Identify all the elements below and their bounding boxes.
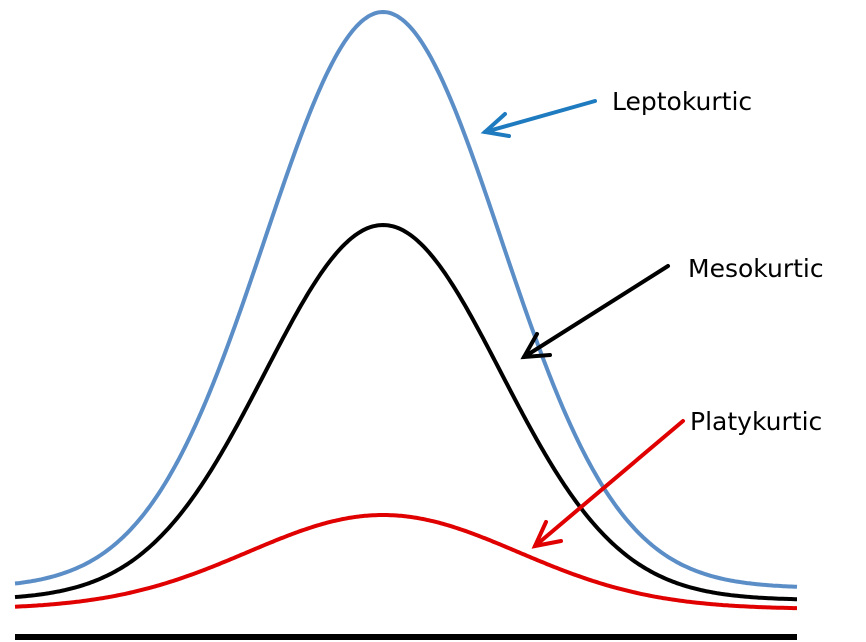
platykurtic-curve (14, 513, 797, 611)
mesokurtic-arrow (520, 264, 670, 360)
platykurtic-arrow (531, 419, 685, 549)
curves (14, 9, 798, 611)
platykurtic-label: Platykurtic (690, 407, 822, 436)
leptokurtic-arrow (480, 99, 597, 138)
leptokurtic-label: Leptokurtic (612, 87, 752, 116)
leptokurtic-curve (14, 9, 798, 589)
mesokurtic-label: Mesokurtic (688, 254, 824, 283)
mesokurtic-curve (14, 222, 797, 602)
